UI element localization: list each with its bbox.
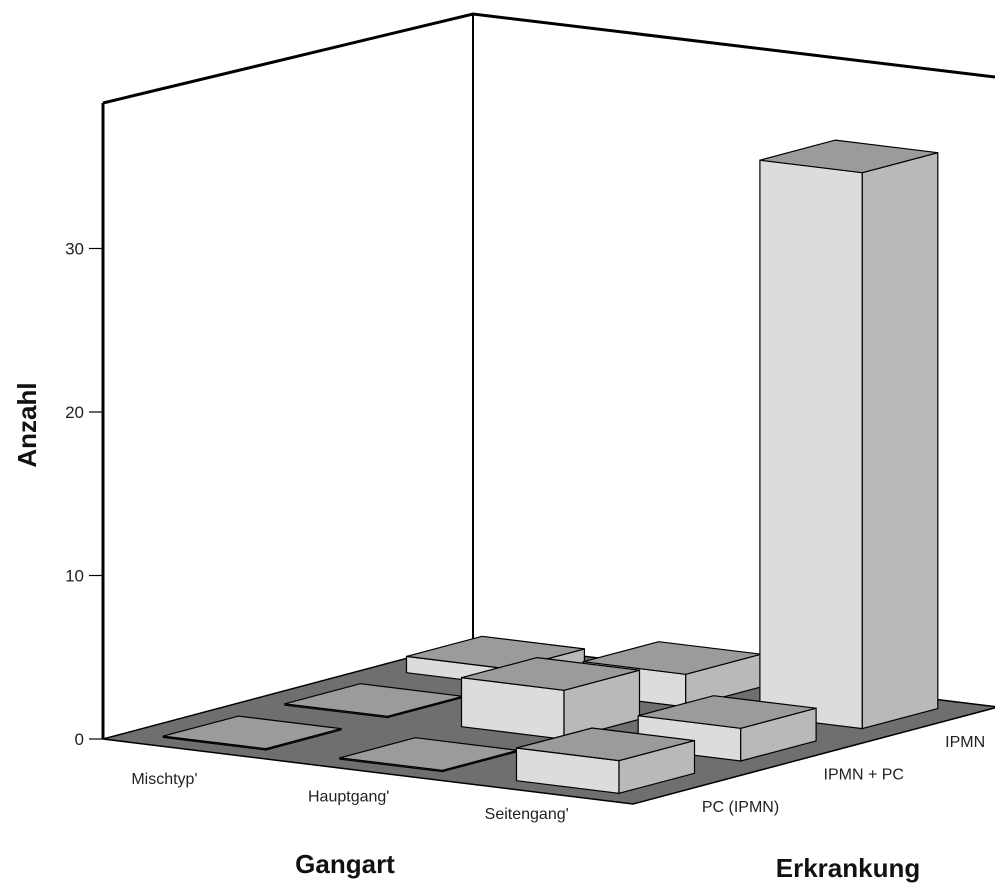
chart-bars (162, 139, 939, 795)
y-category-label: IPMN + PC (824, 767, 904, 784)
x-category-label: Seitengang' (485, 806, 569, 823)
bar-top-face (516, 727, 695, 762)
y-category-label: PC (IPMN) (702, 799, 779, 816)
bar-seitengang-ipmn (759, 139, 939, 730)
y-axis-title: Erkrankung (776, 853, 921, 883)
bar-top-face (759, 139, 938, 174)
chart-axis-ticks: 0 10 20 30 (65, 240, 103, 749)
bar-top-face (638, 695, 817, 729)
x-axis-title: Gangart (295, 849, 395, 879)
bar-hauptgang-ipmnpc (460, 656, 641, 741)
chart-category-labels: Mischtyp' Hauptgang' Seitengang' PC (IPMN) I… (131, 734, 985, 823)
x-category-label: Hauptgang' (308, 789, 389, 806)
z-tick-label: 10 (65, 567, 84, 586)
bar-top-face (163, 715, 342, 750)
y-category-label: IPMN (945, 734, 985, 751)
bar-side-face (861, 151, 939, 730)
x-category-label: Mischtyp' (131, 771, 197, 788)
bar-top-face (461, 656, 640, 691)
bar-hauptgang-pcipmn (339, 737, 519, 773)
chart-walls (101, 12, 995, 739)
bar-seitengang-pcipmn (515, 727, 696, 795)
bar-top-face (406, 635, 585, 670)
z-tick-label: 30 (65, 240, 84, 259)
z-tick-label: 20 (65, 403, 84, 422)
wall-top-edge (102, 12, 995, 105)
z-tick-label: 0 (75, 730, 84, 749)
bar-front-face (759, 159, 863, 730)
bar-mischtyp-pcipmn (162, 715, 342, 751)
z-axis-title: Anzahl (12, 382, 42, 467)
